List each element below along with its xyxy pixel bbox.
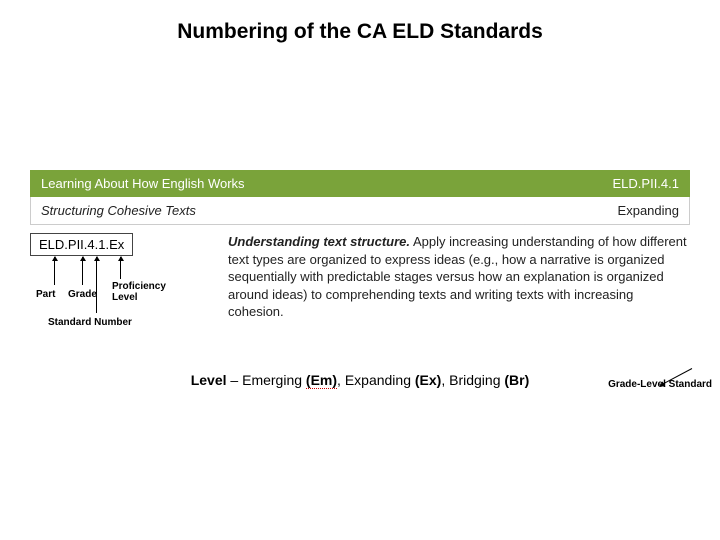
arrow-to-proficiency-level <box>120 257 121 279</box>
arrow-to-part <box>54 257 55 285</box>
green-header-bar: Learning About How English Works ELD.PII… <box>30 170 690 197</box>
diagram-panel: Learning About How English Works ELD.PII… <box>30 170 690 363</box>
page-title: Numbering of the CA ELD Standards <box>0 20 720 44</box>
levels-dash: – <box>227 372 243 388</box>
code-breakdown-panel: ELD.PII.4.1.Ex Part Grade Standard Numbe… <box>30 233 210 363</box>
levels-ex-abbrev: (Ex) <box>415 372 441 388</box>
standard-title: Understanding text structure. <box>228 234 410 249</box>
levels-prefix: Level <box>191 372 227 388</box>
arrow-to-standard-number <box>96 257 97 313</box>
levels-legend: Level – Emerging (Em), Expanding (Ex), B… <box>0 372 720 388</box>
label-proficiency-level-text: Proficiency Level <box>112 281 166 303</box>
levels-emerging: Emerging <box>242 372 302 388</box>
sub-header-bar: Structuring Cohesive Texts Expanding <box>30 197 690 225</box>
label-standard-number: Standard Number <box>48 317 132 328</box>
levels-br-abbrev: (Br) <box>504 372 529 388</box>
page: Numbering of the CA ELD Standards Learni… <box>0 0 720 540</box>
body-row: ELD.PII.4.1.Ex Part Grade Standard Numbe… <box>30 233 690 363</box>
subheader-left-text: Structuring Cohesive Texts <box>41 203 196 218</box>
levels-bridging: Bridging <box>449 372 500 388</box>
label-proficiency-level: Proficiency Level <box>112 281 172 303</box>
header-right-code: ELD.PII.4.1 <box>613 176 679 191</box>
levels-em-abbrev: (Em) <box>306 372 337 389</box>
standard-code-box: ELD.PII.4.1.Ex <box>30 233 133 256</box>
arrow-to-grade <box>82 257 83 285</box>
label-part: Part <box>36 289 55 300</box>
standard-description: Understanding text structure. Apply incr… <box>228 233 690 363</box>
header-left-text: Learning About How English Works <box>41 176 245 191</box>
label-grade: Grade <box>68 289 97 300</box>
subheader-right-text: Expanding <box>618 203 679 218</box>
levels-expanding: Expanding <box>345 372 411 388</box>
